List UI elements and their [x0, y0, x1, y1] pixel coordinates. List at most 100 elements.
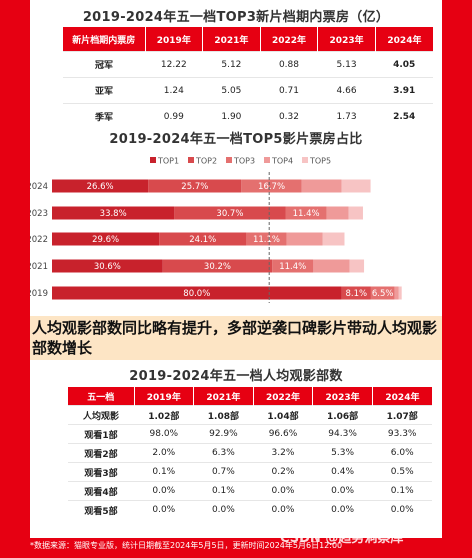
- table2-title: 2019-2024年五一档人均观影部数: [129, 369, 343, 384]
- top3-boxoffice-table: 新片档期内票房 2019年 2021年 2022年 2023年 2024年 冠军…: [63, 27, 433, 129]
- cell: 1.08部: [193, 405, 254, 425]
- cell: 0.1%: [134, 462, 194, 482]
- bar-segment: [341, 286, 371, 300]
- legend-swatch: [264, 157, 270, 163]
- table-row: 观看2部 2.0% 6.3% 3.2% 5.3% 6.0%: [68, 443, 432, 463]
- col-header: 2021年: [193, 387, 254, 406]
- section-heading: 人均观影部数同比略有提升，多部逆袭口碑影片带动人均观影部数增长: [32, 319, 438, 357]
- data-label: 30.6%: [94, 262, 121, 272]
- bar-segment: [341, 179, 371, 193]
- col-header: 2023年: [317, 27, 376, 52]
- bar-segment: [52, 232, 160, 246]
- legend-label: TOP4: [271, 157, 293, 166]
- bar-segment: [301, 179, 342, 193]
- data-label: 26.6%: [87, 182, 114, 192]
- bar-segment: [241, 179, 302, 193]
- col-header: 新片档期内票房: [63, 27, 145, 52]
- cell: 0.88: [260, 51, 318, 78]
- row-label: 冠军: [63, 51, 145, 78]
- bar-segment: [52, 259, 163, 273]
- cell: 1.04部: [253, 405, 313, 425]
- cell: 12.22: [145, 51, 203, 78]
- data-label: 30.7%: [216, 209, 243, 219]
- cell: 2.0%: [134, 443, 194, 463]
- col-header: 五一档: [68, 387, 134, 406]
- cell: 6.3%: [193, 443, 254, 463]
- per-capita-table: 五一档 2019年 2021年 2022年 2023年 2024年 人均观影 1…: [68, 387, 432, 519]
- cell: 94.3%: [312, 424, 373, 444]
- row-label: 人均观影: [68, 405, 134, 425]
- legend-swatch: [188, 157, 194, 163]
- report-card: 2019-2024年五一档TOP3新片档期内票房（亿） 新片档期内票房 2019…: [30, 0, 442, 538]
- bar-segment: [246, 232, 287, 246]
- bar-segment: [162, 259, 273, 273]
- cell: 2.54: [375, 103, 433, 129]
- legend-label: TOP3: [233, 157, 255, 166]
- data-label: 8.1%: [345, 289, 367, 299]
- bar-segment: [394, 286, 399, 300]
- table-row: 观看1部 98.0% 92.9% 96.6% 94.3% 93.3%: [68, 424, 432, 444]
- bar-segment: [159, 232, 247, 246]
- cell: 0.0%: [372, 500, 432, 519]
- bar-segment: [174, 206, 286, 220]
- source-footnote: *数据来源：猫眼专业版，统计日期截至2024年5月5日，更新时间2024年5月6…: [30, 541, 343, 550]
- table-row: 观看5部 0.0% 0.0% 0.0% 0.0% 0.0%: [68, 500, 432, 519]
- row-label: 观看3部: [68, 462, 134, 482]
- data-label: 29.6%: [92, 235, 119, 245]
- cell: 0.2%: [253, 462, 313, 482]
- legend-label: TOP1: [157, 157, 179, 166]
- cell: 5.12: [202, 51, 261, 78]
- cell: 1.06部: [312, 405, 373, 425]
- legend-swatch: [226, 157, 232, 163]
- bar-segment: [348, 206, 363, 220]
- cell: 3.2%: [253, 443, 313, 463]
- chart-title: 2019-2024年五一档TOP5影片票房占比: [109, 132, 363, 147]
- col-header: 2019年: [144, 27, 203, 52]
- bar-segment: [326, 206, 349, 220]
- cell: 0.0%: [134, 500, 194, 519]
- cell: 0.71: [260, 77, 318, 104]
- cell: 5.13: [317, 51, 376, 78]
- cell: 0.7%: [193, 462, 254, 482]
- bar-segment: [322, 232, 345, 246]
- cell: 1.73: [317, 103, 376, 129]
- row-label: 观看5部: [68, 500, 134, 519]
- col-header: 2024年: [374, 27, 433, 52]
- category-label: 2022: [30, 235, 48, 245]
- bar-segment: [370, 286, 395, 300]
- cell: 1.07部: [372, 405, 432, 425]
- category-label: 2023: [30, 209, 48, 219]
- cell: 0.32: [260, 103, 318, 129]
- data-label: 16.7%: [258, 182, 285, 192]
- data-label: 11.4%: [293, 209, 320, 219]
- bar-segment: [52, 206, 175, 220]
- table-header-row: 新片档期内票房 2019年 2021年 2022年 2023年 2024年: [63, 27, 433, 52]
- bar-segment: [349, 259, 365, 273]
- cell: 0.1%: [372, 481, 432, 501]
- section-heading-band: 人均观影部数同比略有提升，多部逆袭口碑影片带动人均观影部数增长: [30, 316, 442, 360]
- bar-segment: [398, 286, 402, 300]
- bar-segment: [286, 232, 323, 246]
- watermark: CSDN @趋势洞察库: [280, 531, 404, 546]
- cell: 0.0%: [134, 481, 194, 501]
- category-label: 2019: [30, 289, 48, 299]
- row-label: 观看4部: [68, 481, 134, 501]
- cell: 96.6%: [253, 424, 313, 444]
- data-label: 11.4%: [279, 262, 306, 272]
- cell: 0.1%: [193, 481, 254, 501]
- legend-swatch: [302, 157, 308, 163]
- cell: 5.3%: [312, 443, 373, 463]
- table-row: 冠军 12.22 5.12 0.88 5.13 4.05: [63, 51, 433, 78]
- bar-segment: [52, 179, 149, 193]
- cell: 0.5%: [372, 462, 432, 482]
- row-label: 季军: [63, 103, 145, 129]
- col-header: 2022年: [259, 27, 318, 52]
- legend-label: TOP5: [309, 157, 331, 166]
- bar-segment: [285, 206, 327, 220]
- bar-segment: [313, 259, 350, 273]
- cell: 1.24: [145, 77, 203, 104]
- data-label: 11.1%: [253, 235, 280, 245]
- cell: 1.02部: [134, 405, 194, 425]
- cell: 0.0%: [253, 481, 313, 501]
